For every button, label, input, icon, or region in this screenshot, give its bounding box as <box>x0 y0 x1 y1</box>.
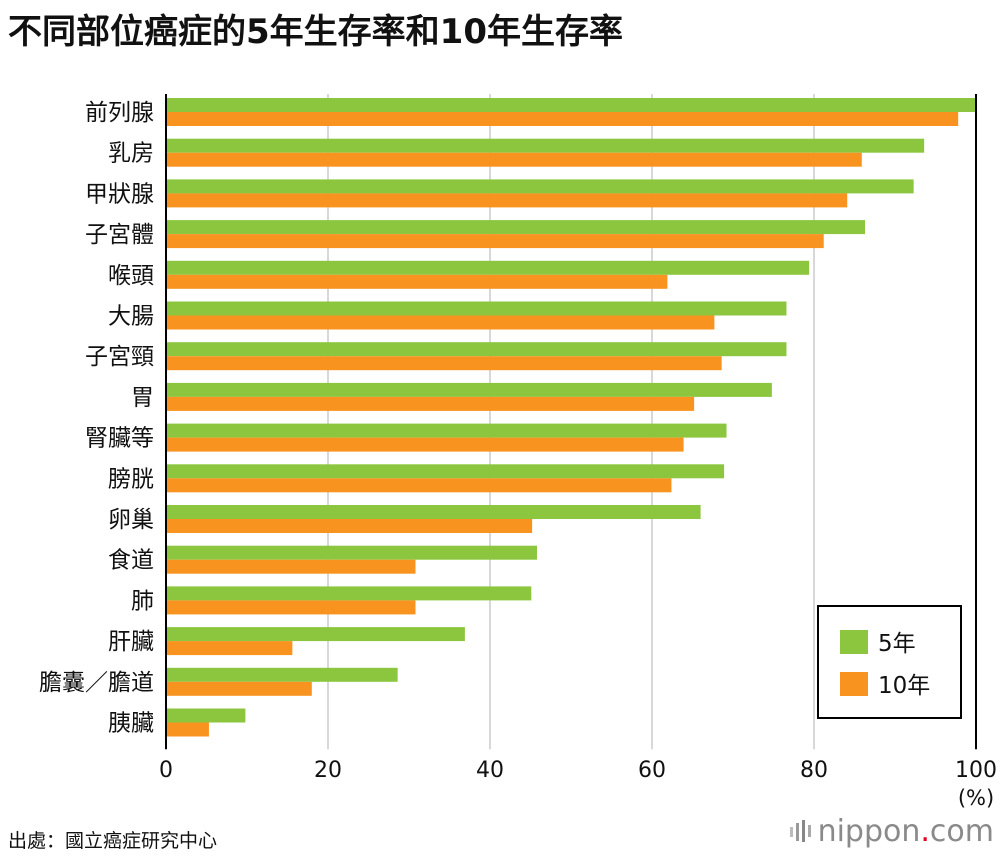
bar-5-year <box>166 98 976 112</box>
category-label: 胃 <box>131 385 154 411</box>
bar-5-year <box>166 342 787 357</box>
category-label: 膽囊／膽道 <box>39 670 154 696</box>
bar-5-year <box>166 667 398 682</box>
category-label: 甲狀腺 <box>85 181 154 207</box>
bar-5-year <box>166 586 532 601</box>
bar-10-year <box>166 193 848 208</box>
bar-10-year <box>166 722 209 737</box>
legend-box <box>817 605 962 719</box>
category-label: 膀胱 <box>108 466 154 492</box>
bar-10-year <box>166 274 668 289</box>
nippon-logo: nippon.com <box>789 814 994 850</box>
bar-10-year <box>166 478 672 493</box>
bar-10-year <box>166 152 862 167</box>
bar-10-year <box>166 112 959 126</box>
bar-5-year <box>166 179 914 194</box>
bar-10-year <box>166 356 722 371</box>
bar-5-year <box>166 708 246 723</box>
bar-5-year <box>166 138 925 153</box>
category-label: 子宮體 <box>85 222 154 248</box>
x-axis-unit-label: (%) <box>958 786 994 810</box>
category-label: 肝臟 <box>108 629 154 655</box>
x-tick-label: 60 <box>638 758 666 783</box>
bar-5-year <box>166 627 465 642</box>
bar-5-year <box>166 301 787 316</box>
legend-swatch-5-year <box>840 630 868 654</box>
category-label: 肺 <box>131 588 154 614</box>
bar-5-year <box>166 260 810 275</box>
category-label: 食道 <box>108 548 154 574</box>
category-label: 子宮頸 <box>85 344 154 370</box>
legend-label: 10年 <box>878 673 930 699</box>
bar-5-year <box>166 505 701 519</box>
bar-10-year <box>166 519 533 533</box>
logo-suffix: com <box>929 814 994 849</box>
x-tick-label: 20 <box>314 758 342 783</box>
category-label: 胰臟 <box>108 711 154 737</box>
x-tick-label: 80 <box>800 758 828 783</box>
chart-title: 不同部位癌症的5年生存率和10年生存率 <box>8 12 623 52</box>
logo-dot: . <box>920 814 930 849</box>
bar-10-year <box>166 641 293 656</box>
bar-5-year <box>166 464 725 479</box>
source-note: 出處：國立癌症研究中心 <box>8 830 218 852</box>
category-label: 大腸 <box>108 304 154 330</box>
bar-5-year <box>166 545 537 560</box>
bar-10-year <box>166 681 312 696</box>
bar-10-year <box>166 437 684 452</box>
bar-10-year <box>166 559 416 574</box>
legend-label: 5年 <box>878 631 916 657</box>
bar-10-year <box>166 600 416 615</box>
bar-10-year <box>166 234 824 249</box>
category-label: 卵巢 <box>108 507 154 533</box>
category-label: 腎臟等 <box>85 426 154 452</box>
logo-name: nippon <box>817 814 921 849</box>
x-tick-label: 0 <box>159 758 173 783</box>
category-label: 喉頭 <box>108 263 154 289</box>
bar-5-year <box>166 423 727 438</box>
category-label: 乳房 <box>108 141 154 167</box>
category-label: 前列腺 <box>85 100 154 126</box>
x-tick-label: 100 <box>955 758 997 783</box>
logo-bars-icon <box>789 815 812 850</box>
legend-swatch-10-year <box>840 672 868 696</box>
bar-10-year <box>166 396 695 411</box>
bar-5-year <box>166 382 772 397</box>
bar-10-year <box>166 315 715 330</box>
x-tick-label: 40 <box>476 758 504 783</box>
bar-5-year <box>166 220 866 235</box>
